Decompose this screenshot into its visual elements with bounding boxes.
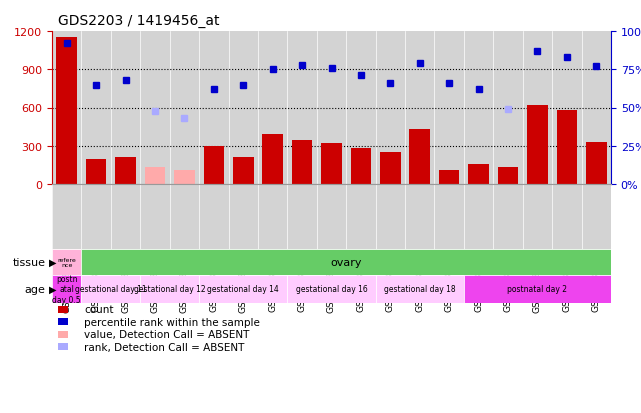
Bar (56, 38, 77, 185)
Bar (199, 275, 287, 303)
Bar (497, 167, 519, 185)
Text: tissue: tissue (13, 257, 46, 267)
Text: rank, Detection Call = ABSENT: rank, Detection Call = ABSENT (85, 342, 245, 352)
Bar (292, 141, 312, 185)
Text: count: count (85, 304, 114, 314)
Bar (204, 146, 224, 185)
Text: gestational day 12: gestational day 12 (134, 285, 206, 294)
Text: postn
atal
day 0.5: postn atal day 0.5 (53, 274, 81, 304)
Bar (351, 149, 371, 185)
Bar (86, 159, 106, 185)
Text: GDS2203 / 1419456_at: GDS2203 / 1419456_at (58, 14, 220, 28)
Bar (380, 153, 401, 185)
Bar (287, 275, 376, 303)
Text: ▶: ▶ (49, 284, 56, 294)
Bar (321, 144, 342, 185)
Bar (469, 165, 489, 185)
Text: refere
nce: refere nce (57, 257, 76, 268)
Text: percentile rank within the sample: percentile rank within the sample (85, 317, 260, 327)
Bar (52, 275, 81, 303)
Bar (58, 344, 68, 350)
Bar (527, 106, 548, 185)
Bar (586, 142, 606, 185)
Bar (262, 135, 283, 185)
Text: postnatal day 2: postnatal day 2 (508, 285, 567, 294)
Bar (233, 158, 254, 185)
Bar (115, 158, 136, 185)
Bar (556, 111, 577, 185)
Text: ovary: ovary (331, 257, 362, 267)
Bar (58, 331, 68, 338)
Bar (58, 318, 68, 325)
Bar (145, 168, 165, 185)
Bar (174, 171, 195, 185)
Text: value, Detection Call = ABSENT: value, Detection Call = ABSENT (85, 330, 250, 339)
Text: gestational day 18: gestational day 18 (384, 285, 456, 294)
Bar (410, 130, 430, 185)
Bar (81, 275, 140, 303)
Text: gestational day 14: gestational day 14 (207, 285, 279, 294)
Text: gestational day 16: gestational day 16 (296, 285, 367, 294)
Text: gestational day 11: gestational day 11 (75, 285, 147, 294)
Text: ▶: ▶ (49, 257, 56, 267)
Bar (52, 249, 81, 275)
Bar (58, 306, 68, 313)
Text: age: age (25, 284, 46, 294)
Bar (439, 171, 460, 185)
Bar (140, 275, 199, 303)
Bar (376, 275, 464, 303)
Bar (464, 275, 611, 303)
